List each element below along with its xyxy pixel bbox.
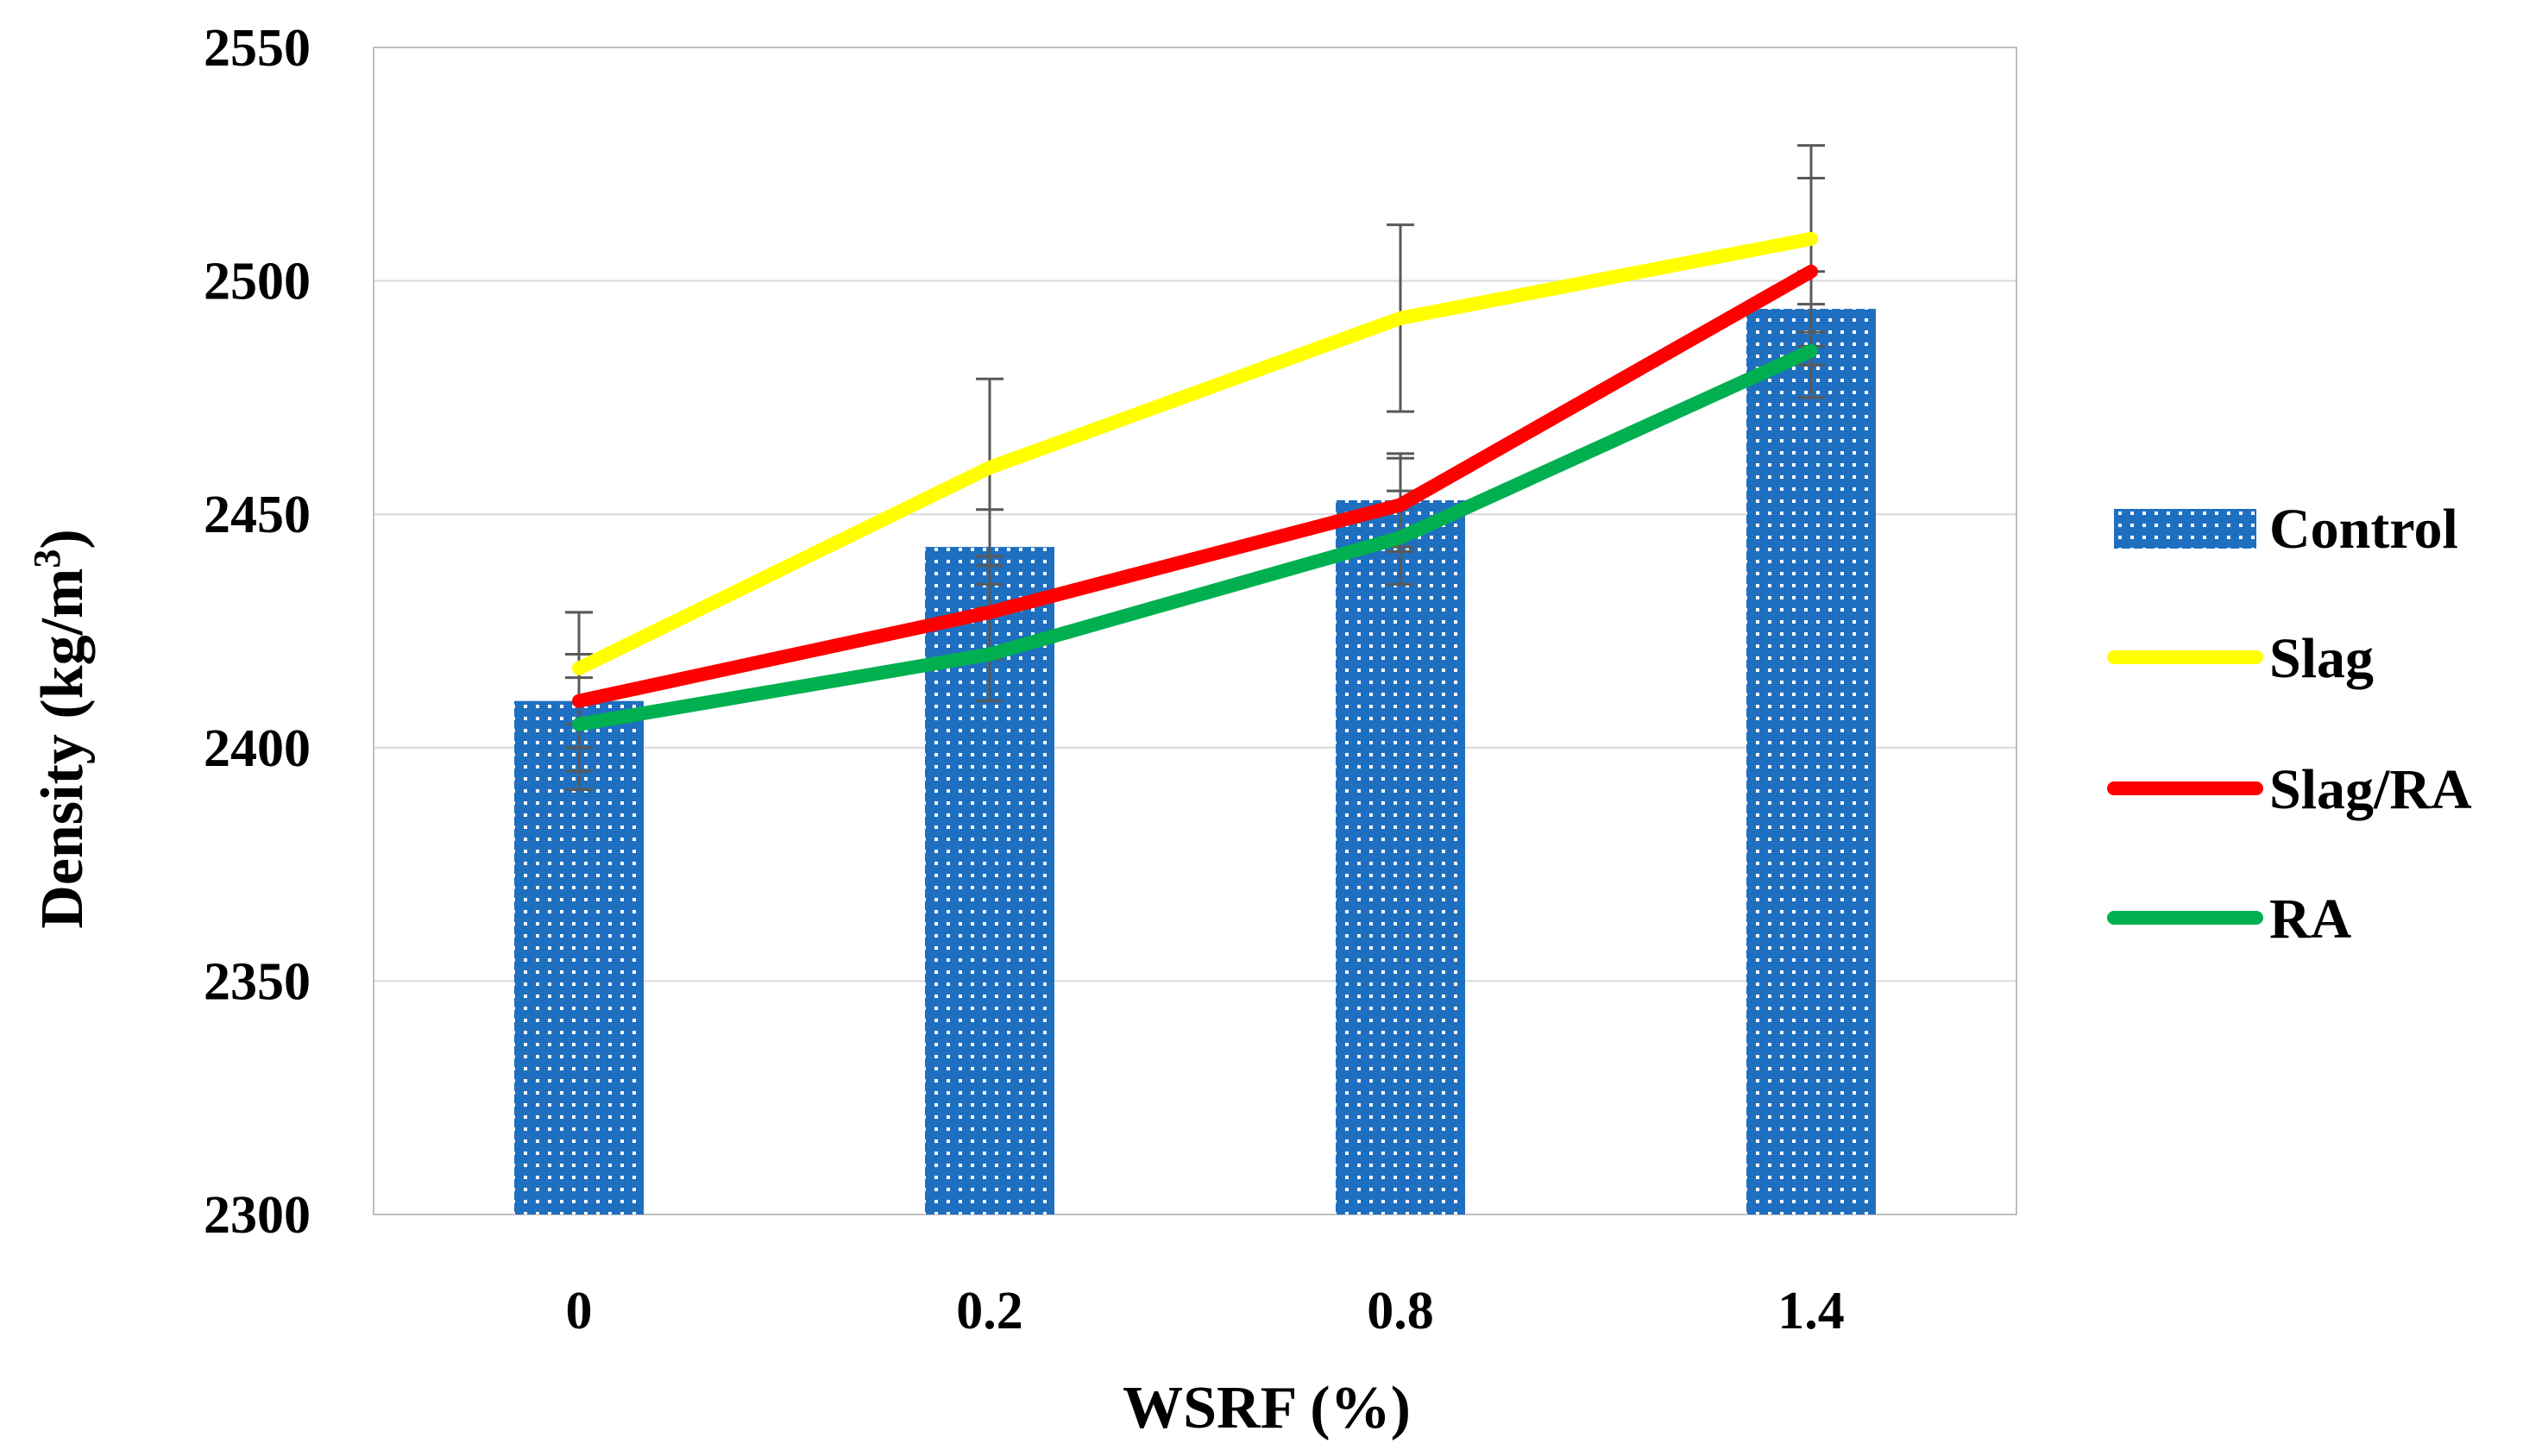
legend-swatch-control — [2114, 509, 2256, 549]
x-tick-label: 0 — [566, 1282, 593, 1340]
plot-area-border — [373, 47, 2017, 1215]
x-axis-title: WSRF (%) — [1123, 1375, 1411, 1441]
legend-label-ra: RA — [2269, 888, 2352, 951]
y-axis-title-close: ) — [29, 529, 96, 549]
x-tick-label: 1.4 — [1777, 1282, 1845, 1340]
line-slag-ra — [572, 264, 1818, 708]
legend-label-control: Control — [2269, 498, 2458, 561]
y-tick-label: 2450 — [204, 486, 311, 544]
y-tick-label: 2350 — [204, 952, 311, 1011]
x-axis-tick-labels: 0 0.2 0.8 1.4 — [566, 1282, 1845, 1340]
line-slag — [572, 231, 1818, 675]
legend: Control Slag Slag/RA RA — [2107, 498, 2472, 951]
legend-item-control: Control — [2114, 498, 2458, 561]
bar-series-control — [514, 309, 1876, 1214]
y-tick-label: 2500 — [204, 253, 311, 311]
y-axis-title: Density (kg/m3) — [26, 529, 96, 928]
bar-control — [1336, 499, 1465, 1214]
line-ra — [572, 343, 1818, 731]
line-series — [572, 231, 1818, 731]
legend-label-slag-ra: Slag/RA — [2269, 758, 2472, 821]
legend-item-ra: RA — [2107, 888, 2352, 951]
y-tick-label: 2300 — [204, 1186, 311, 1245]
x-tick-label: 0.8 — [1367, 1282, 1434, 1340]
x-tick-label: 0.2 — [956, 1282, 1023, 1340]
y-tick-label: 2550 — [204, 19, 311, 78]
legend-item-slag: Slag — [2107, 627, 2374, 690]
legend-label-slag: Slag — [2269, 627, 2374, 690]
bar-control — [1746, 309, 1876, 1214]
y-axis-title-main: Density (kg/m — [29, 568, 96, 929]
legend-item-slag-ra: Slag/RA — [2107, 758, 2472, 821]
y-tick-label: 2400 — [204, 719, 311, 778]
y-axis-tick-labels: 2300 2350 2400 2450 2500 2550 — [204, 19, 311, 1245]
y-axis-title-superscript: 3 — [26, 549, 68, 568]
